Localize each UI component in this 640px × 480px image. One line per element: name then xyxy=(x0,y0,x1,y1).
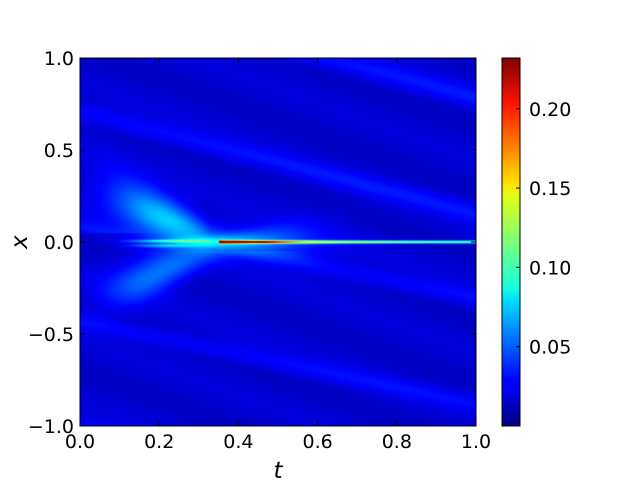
y-axis-ticks: 1.0 0.5 0.0 −0.5 −1.0 xyxy=(28,48,476,438)
y-tick-label: 0.5 xyxy=(44,140,74,162)
colorbar-gradient xyxy=(502,58,520,426)
y-tick-label: 1.0 xyxy=(44,48,74,70)
heatmap-plot xyxy=(79,57,477,427)
x-axis-label: t xyxy=(273,458,283,480)
y-tick-label: 0.0 xyxy=(44,232,74,254)
colorbar-tick-label: 0.20 xyxy=(529,99,571,121)
colorbar-tick-label: 0.10 xyxy=(529,257,571,279)
heatmap-canvas xyxy=(80,58,476,426)
x-axis-ticks: 0.0 0.2 0.4 0.6 0.8 1.0 xyxy=(65,58,491,453)
colorbar-ticks: 0.05 0.10 0.15 0.20 xyxy=(516,99,571,359)
colorbar: 0.05 0.10 0.15 0.20 xyxy=(501,57,571,427)
x-tick-label: 0.6 xyxy=(302,431,332,453)
colorbar-frame xyxy=(501,57,521,427)
y-tick-label: −1.0 xyxy=(28,416,74,438)
x-tick-label: 0.2 xyxy=(144,431,174,453)
y-axis-label: x xyxy=(7,235,33,250)
x-tick-label: 0.0 xyxy=(65,431,95,453)
x-tick-label: 0.8 xyxy=(382,431,412,453)
colorbar-tick-label: 0.15 xyxy=(529,178,571,200)
y-tick-label: −0.5 xyxy=(28,324,74,346)
x-tick-label: 0.4 xyxy=(223,431,253,453)
x-tick-label: 1.0 xyxy=(461,431,491,453)
colorbar-tick-label: 0.05 xyxy=(529,337,571,359)
